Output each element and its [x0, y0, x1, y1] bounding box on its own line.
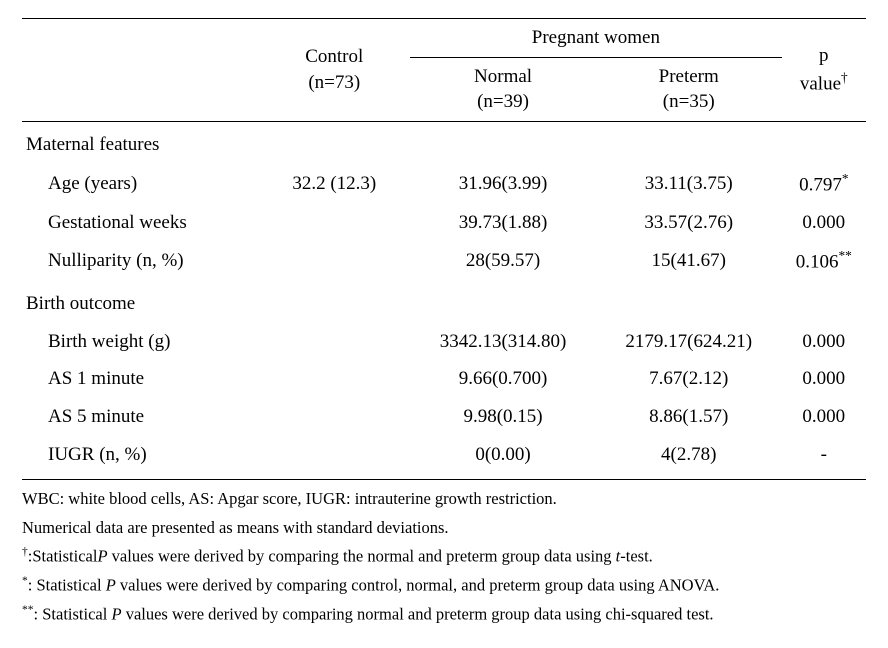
- table-row: AS 5 minute 9.98(0.15)8.86(1.57)0.000: [22, 398, 866, 436]
- row-label: Nulliparity (n, %): [22, 241, 258, 281]
- cell-normal: 9.66(0.700): [410, 360, 596, 398]
- footnote-dagger-post: values were derived by comparing the nor…: [108, 547, 616, 566]
- row-label: Birth weight (g): [22, 323, 258, 361]
- cell-pvalue: 0.000: [782, 360, 866, 398]
- cell-preterm: 8.86(1.57): [596, 398, 782, 436]
- cell-control: [258, 360, 410, 398]
- cell-normal: 0(0.00): [410, 436, 596, 474]
- footnote-dagger-italP: P: [97, 547, 107, 566]
- cell-pvalue: 0.106**: [782, 241, 866, 281]
- row-label: AS 5 minute: [22, 398, 258, 436]
- footnote-star2-sup: **: [22, 604, 34, 616]
- cell-preterm: 7.67(2.12): [596, 360, 782, 398]
- header-pvalue-sup: †: [841, 70, 848, 85]
- header-pvalue-sub: value: [800, 73, 841, 94]
- cell-control: [258, 323, 410, 361]
- footnote-star2-post: values were derived by comparing normal …: [122, 604, 714, 623]
- header-preterm: Preterm (n=35): [596, 57, 782, 121]
- cell-pvalue: 0.797*: [782, 164, 866, 204]
- table-row: Gestational weeks 39.73(1.88)33.57(2.76)0…: [22, 204, 866, 242]
- cell-preterm: 15(41.67): [596, 241, 782, 281]
- row-label: Gestational weeks: [22, 204, 258, 242]
- clinical-table: Control (n=73) Pregnant women p value† N…: [22, 18, 866, 473]
- header-blank: [22, 19, 258, 122]
- footnote-star2-italP: P: [111, 604, 121, 623]
- header-pregnant-span: Pregnant women: [410, 19, 781, 58]
- cell-pvalue: 0.000: [782, 204, 866, 242]
- table-row: Birth weight (g) 3342.13(314.80)2179.17(6…: [22, 323, 866, 361]
- cell-normal: 3342.13(314.80): [410, 323, 596, 361]
- footnotes: WBC: white blood cells, AS: Apgar score,…: [22, 479, 866, 627]
- header-pvalue-label: p: [819, 45, 829, 66]
- footnote-dagger-tail: -test.: [620, 547, 653, 566]
- footnote-dagger-pre: :Statistical: [28, 547, 98, 566]
- cell-preterm: 2179.17(624.21): [596, 323, 782, 361]
- header-normal: Normal (n=39): [410, 57, 596, 121]
- footnote-star2-pre: : Statistical: [34, 604, 112, 623]
- cell-control: [258, 241, 410, 281]
- table-row: AS 1 minute 9.66(0.700)7.67(2.12)0.000: [22, 360, 866, 398]
- cell-control: 32.2 (12.3): [258, 164, 410, 204]
- cell-pvalue: 0.000: [782, 323, 866, 361]
- footnote-star1-post: values were derived by comparing control…: [116, 576, 720, 595]
- cell-normal: 39.73(1.88): [410, 204, 596, 242]
- section-title: Maternal features: [22, 122, 866, 164]
- header-control-n: (n=73): [308, 72, 360, 93]
- footnote-star1-pre: : Statistical: [28, 576, 106, 595]
- cell-control: [258, 436, 410, 474]
- header-normal-n: (n=39): [477, 91, 529, 112]
- cell-preterm: 33.57(2.76): [596, 204, 782, 242]
- cell-normal: 28(59.57): [410, 241, 596, 281]
- header-preterm-n: (n=35): [663, 91, 715, 112]
- cell-control: [258, 398, 410, 436]
- table-row: Nulliparity (n, %) 28(59.57)15(41.67)0.10…: [22, 241, 866, 281]
- header-normal-label: Normal: [474, 66, 532, 87]
- header-control: Control (n=73): [258, 19, 410, 122]
- footnote-abbrev-text: WBC: white blood cells, AS: Apgar score,…: [22, 489, 557, 508]
- row-label: Age (years): [22, 164, 258, 204]
- cell-control: [258, 204, 410, 242]
- footnote-dagger: †:StatisticalP values were derived by co…: [22, 543, 866, 570]
- section-title: Birth outcome: [22, 281, 866, 323]
- footnote-star1-italP: P: [106, 576, 116, 595]
- cell-pvalue: -: [782, 436, 866, 474]
- footnote-numeric: Numerical data are presented as means wi…: [22, 515, 866, 541]
- cell-preterm: 33.11(3.75): [596, 164, 782, 204]
- cell-normal: 31.96(3.99): [410, 164, 596, 204]
- cell-pvalue: 0.000: [782, 398, 866, 436]
- header-control-label: Control: [305, 46, 363, 67]
- cell-normal: 9.98(0.15): [410, 398, 596, 436]
- footnote-numeric-text: Numerical data are presented as means wi…: [22, 518, 449, 537]
- header-preterm-label: Preterm: [659, 66, 719, 87]
- footnote-star2: **: Statistical P values were derived by…: [22, 601, 866, 628]
- header-pvalue: p value†: [782, 19, 866, 122]
- table-row: Age (years)32.2 (12.3)31.96(3.99)33.11(3…: [22, 164, 866, 204]
- row-label: AS 1 minute: [22, 360, 258, 398]
- row-label: IUGR (n, %): [22, 436, 258, 474]
- table-row: IUGR (n, %) 0(0.00)4(2.78)-: [22, 436, 866, 474]
- footnote-abbrev: WBC: white blood cells, AS: Apgar score,…: [22, 486, 866, 512]
- cell-preterm: 4(2.78): [596, 436, 782, 474]
- footnote-star1: *: Statistical P values were derived by …: [22, 572, 866, 599]
